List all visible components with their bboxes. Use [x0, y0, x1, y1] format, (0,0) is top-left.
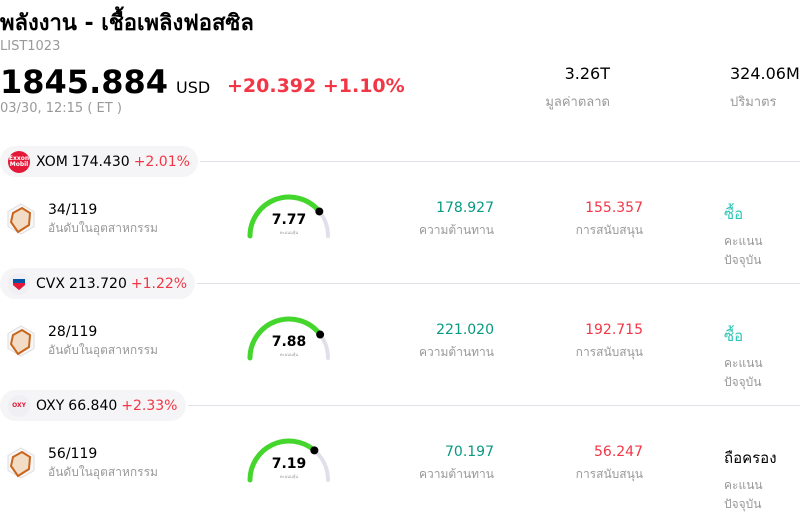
industry-rank: 28/119 อันดับในอุตสาหกรรม — [48, 324, 158, 360]
resistance-label: ความต้านทาน — [419, 345, 494, 359]
support: 155.357 การสนับสนุน — [576, 200, 643, 240]
current-rating: ถือครอง คะแนนปัจจุบัน — [724, 446, 800, 514]
gauge-marker — [310, 446, 319, 455]
resistance-value: 221.020 — [436, 322, 494, 338]
score-value: 7.77 — [272, 212, 307, 228]
ticker: CVX — [36, 275, 65, 292]
rating-label: คะแนนปัจจุบัน — [724, 356, 763, 389]
divider — [197, 283, 800, 284]
market-cap-label: มูลค่าตลาด — [545, 95, 610, 110]
divider — [200, 161, 800, 162]
rank-label: อันดับในอุตสาหกรรม — [48, 221, 158, 235]
ticker: OXY — [36, 397, 65, 414]
rank-value: 28/119 — [48, 324, 98, 340]
market-cap: 3.26T มูลค่าตลาด — [545, 64, 610, 112]
support-value: 192.715 — [585, 322, 643, 338]
stock-section: Exxon Mobil XOM 174.430 +2.01% 34/119 อัน… — [0, 146, 800, 268]
price: 1845.884 — [0, 63, 169, 101]
page-title: พลังงาน - เชื้อเพลิงฟอสซิล — [0, 11, 254, 36]
score-gauge: 7.77 คะแนนหุ้น — [247, 194, 330, 239]
stock-section: CVX 213.720 +1.22% 28/119 อันดับในอุตสาห… — [0, 268, 800, 390]
resistance-value: 178.927 — [436, 200, 494, 216]
resistance-label: ความต้านทาน — [419, 467, 494, 481]
resistance: 221.020 ความต้านทาน — [419, 322, 494, 362]
current-rating: ซื้อ คะแนนปัจจุบัน — [724, 202, 800, 270]
company-logo-icon: Exxon Mobil — [8, 150, 30, 173]
industry-rank: 34/119 อันดับในอุตสาหกรรม — [48, 202, 158, 238]
score-label: คะแนนหุ้น — [280, 230, 299, 236]
volume: 324.06M ปริมาตร — [730, 64, 800, 112]
support-label: การสนับสนุน — [575, 467, 643, 481]
market-cap-value: 3.26T — [564, 64, 610, 83]
resistance: 70.197 ความต้านทาน — [419, 444, 494, 484]
price-change: +20.392 +1.10% — [227, 75, 405, 97]
company-logo-icon — [8, 272, 30, 295]
stock-price: 174.430 — [71, 153, 130, 170]
divider — [188, 405, 800, 406]
support-value: 56.247 — [594, 444, 643, 460]
rating-label: คะแนนปัจจุบัน — [724, 478, 763, 511]
stock-section: OXY OXY 66.840 +2.33% 56/119 อันดับในอุต… — [0, 390, 800, 512]
resistance-label: ความต้านทาน — [419, 223, 494, 237]
current-rating: ซื้อ คะแนนปัจจุบัน — [724, 324, 800, 392]
volume-value: 324.06M — [730, 64, 800, 83]
stock-change: +2.01% — [133, 153, 190, 170]
industry-rank: 56/119 อันดับในอุตสาหกรรม — [48, 446, 158, 482]
volume-label: ปริมาตร — [730, 95, 777, 110]
gauge-fill — [247, 194, 322, 239]
stock-pill[interactable]: OXY OXY 66.840 +2.33% — [0, 390, 186, 421]
score-value: 7.19 — [272, 456, 307, 472]
gauge-marker — [315, 207, 324, 216]
rank-label: อันดับในอุตสาหกรรม — [48, 343, 158, 357]
rating-value: ซื้อ — [724, 327, 744, 345]
radar-icon — [7, 325, 35, 357]
resistance: 178.927 ความต้านทาน — [419, 200, 494, 240]
score-gauge: 7.19 คะแนนหุ้น — [247, 438, 330, 483]
score-label: คะแนนหุ้น — [280, 352, 299, 358]
currency: USD — [176, 78, 211, 97]
stock-pill[interactable]: CVX 213.720 +1.22% — [0, 268, 196, 299]
rank-value: 56/119 — [48, 446, 98, 462]
radar-icon — [7, 447, 35, 479]
resistance-value: 70.197 — [445, 444, 494, 460]
rank-value: 34/119 — [48, 202, 98, 218]
rank-label: อันดับในอุตสาหกรรม — [48, 465, 158, 479]
gauge-fill — [247, 316, 323, 361]
score-gauge: 7.88 คะแนนหุ้น — [247, 316, 330, 361]
score-label: คะแนนหุ้น — [280, 474, 299, 480]
support-value: 155.357 — [585, 200, 643, 216]
ticker: XOM — [36, 153, 68, 170]
timestamp: 03/30, 12:15 ( ET ) — [0, 101, 122, 116]
support: 192.715 การสนับสนุน — [576, 322, 643, 362]
company-logo-icon: OXY — [8, 394, 30, 417]
stock-pill[interactable]: Exxon Mobil XOM 174.430 +2.01% — [0, 146, 198, 177]
rating-value: ถือครอง — [724, 449, 777, 467]
rating-value: ซื้อ — [724, 205, 744, 223]
list-code: LIST1023 — [0, 39, 61, 54]
gauge-fill — [247, 438, 317, 483]
support-label: การสนับสนุน — [575, 345, 643, 359]
stock-change: +2.33% — [121, 397, 178, 414]
stock-change: +1.22% — [130, 275, 188, 292]
gauge-marker — [316, 330, 325, 339]
stock-price: 66.840 — [68, 397, 118, 414]
support-label: การสนับสนุน — [575, 223, 643, 237]
score-value: 7.88 — [272, 334, 307, 350]
support: 56.247 การสนับสนุน — [576, 444, 643, 484]
stock-price: 213.720 — [68, 275, 127, 292]
radar-icon — [7, 203, 35, 235]
rating-label: คะแนนปัจจุบัน — [724, 234, 763, 267]
